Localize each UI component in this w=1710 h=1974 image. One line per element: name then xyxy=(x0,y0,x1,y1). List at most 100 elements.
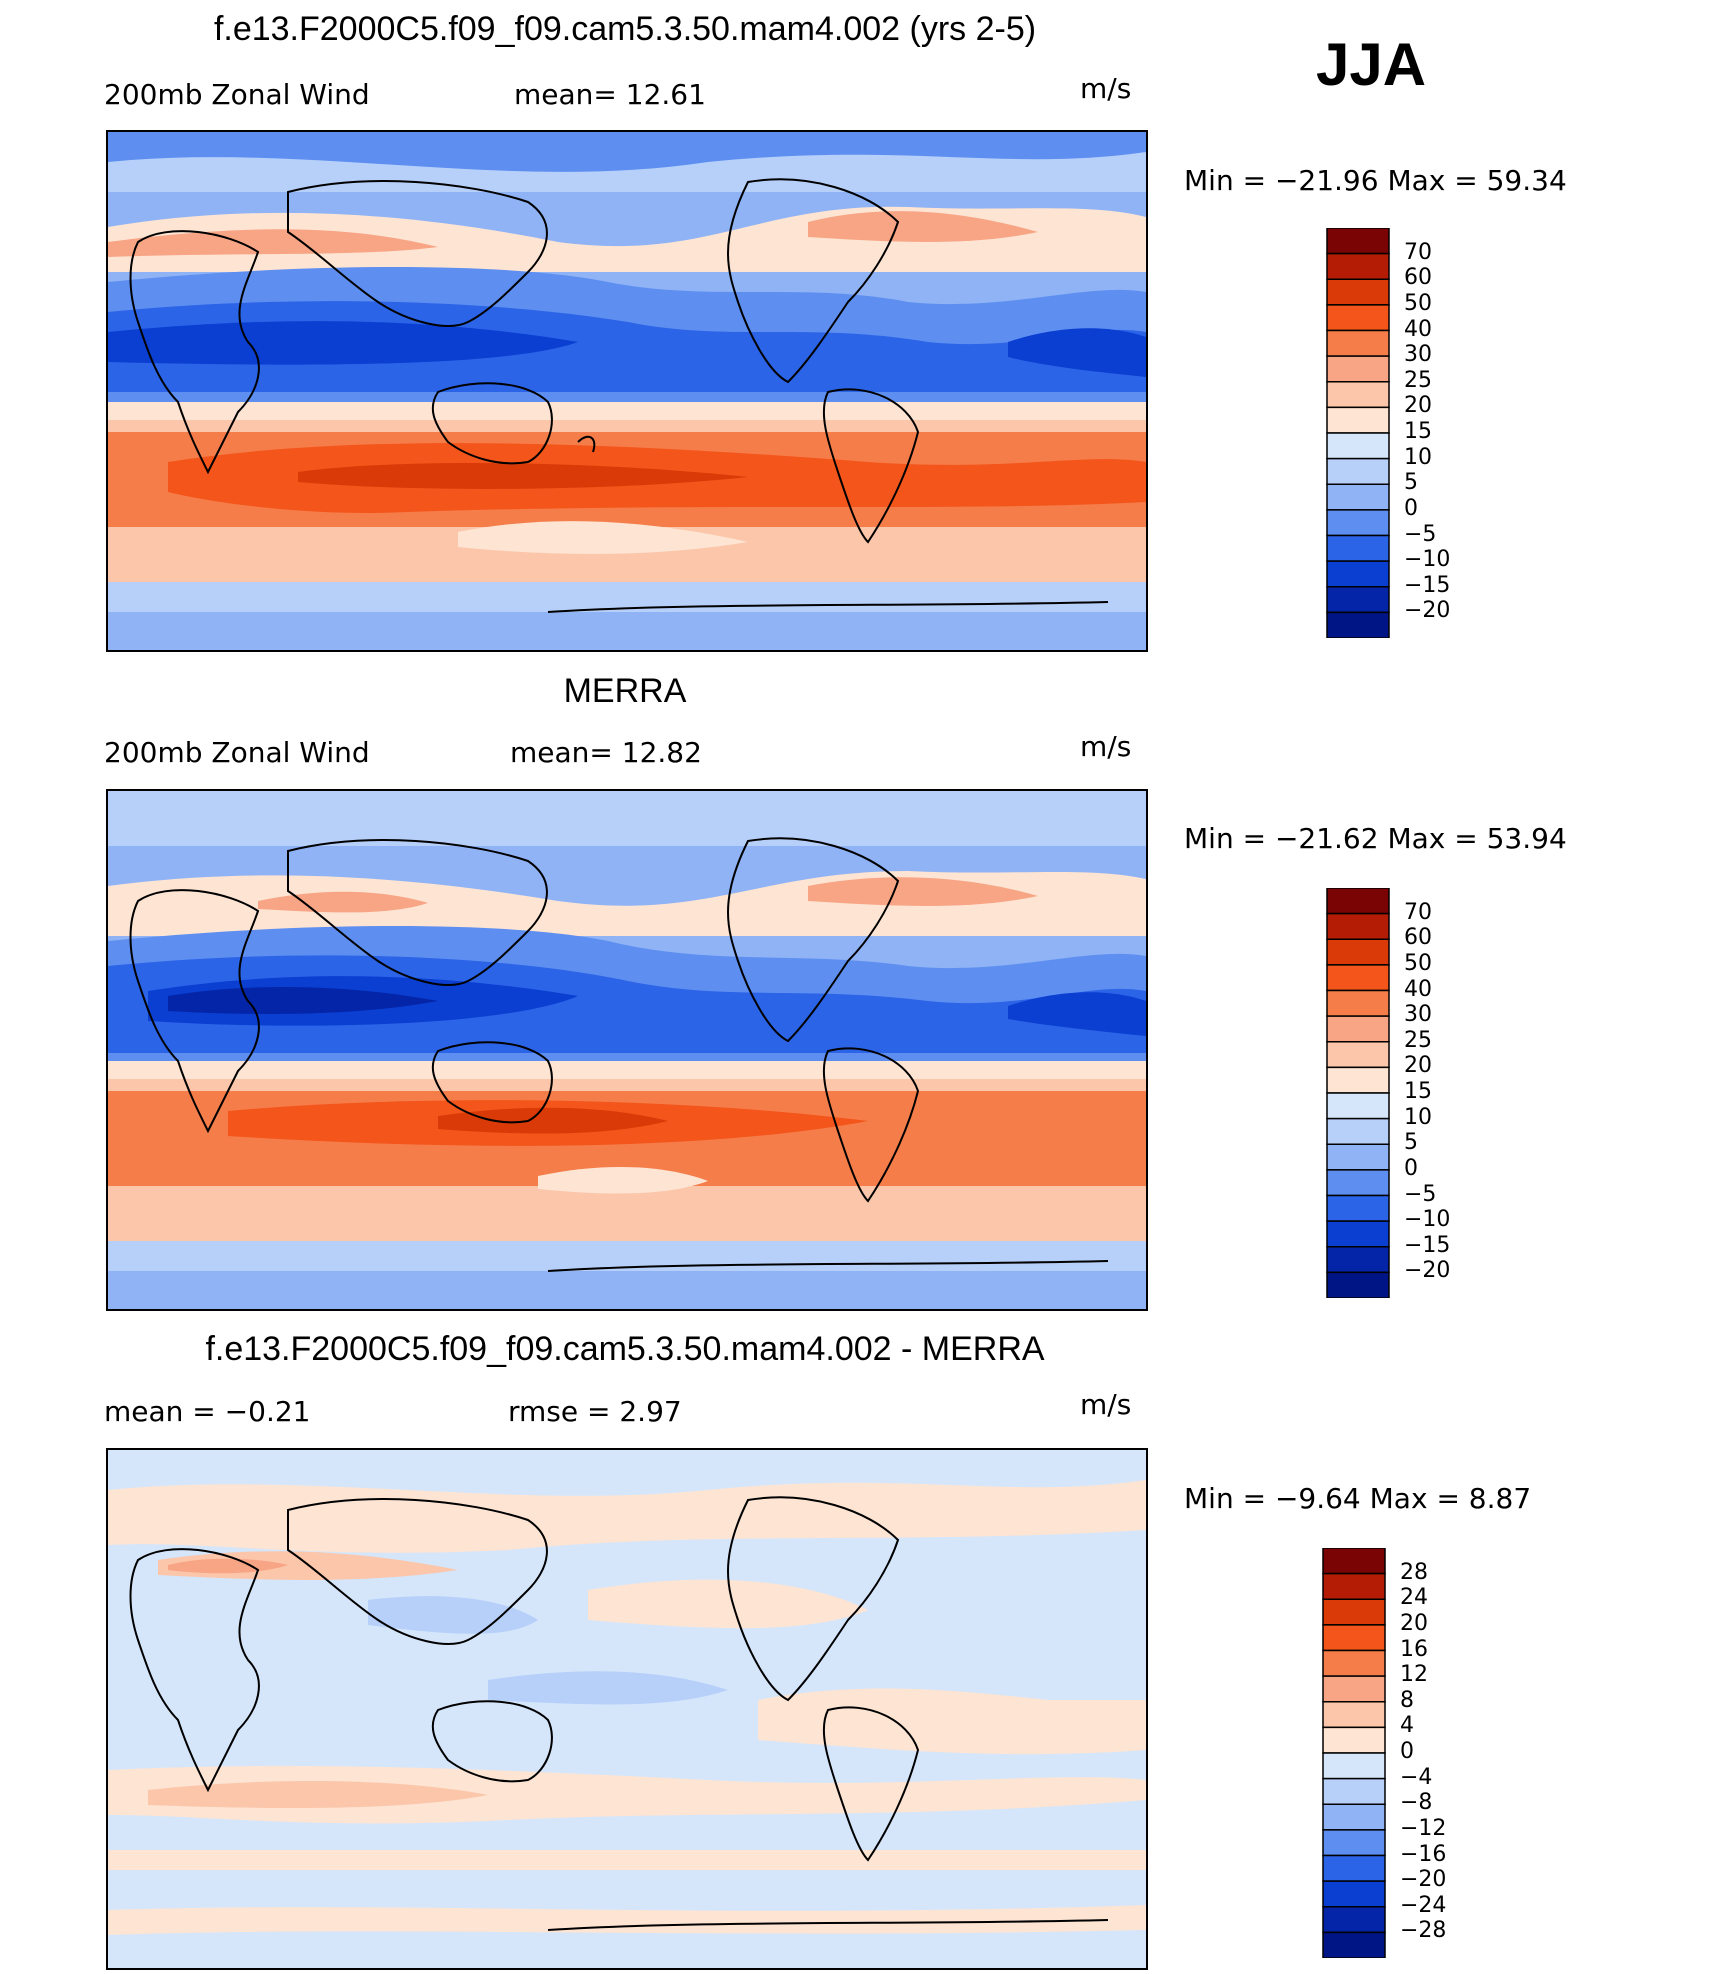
colorbar-tick-label: 40 xyxy=(1404,976,1432,1002)
panel-3-map xyxy=(106,1448,1148,1970)
panel-1-map xyxy=(106,130,1148,652)
colorbar-tick-label: −15 xyxy=(1404,572,1451,598)
colorbar-swatch xyxy=(1326,611,1390,639)
colorbar-tick-label: −20 xyxy=(1400,1867,1447,1893)
colorbar-tick-label: 20 xyxy=(1404,393,1432,419)
colorbar-swatch xyxy=(1326,1271,1390,1299)
colorbar-swatch xyxy=(1326,509,1390,537)
colorbar-swatch xyxy=(1326,355,1390,383)
colorbar-tick-label: 24 xyxy=(1400,1585,1428,1611)
colorbar-swatch xyxy=(1322,1854,1386,1882)
colorbar-tick-label: 15 xyxy=(1404,1079,1432,1104)
panel-2-mean-label: mean= 12.82 xyxy=(510,736,702,769)
colorbar-tick-label: 50 xyxy=(1404,950,1432,976)
colorbar-swatch xyxy=(1322,1624,1386,1652)
colorbar-swatch xyxy=(1326,1220,1390,1248)
colorbar-tick-label: 10 xyxy=(1404,444,1432,470)
panel-3-minmax: Min = −9.64 Max = 8.87 xyxy=(1184,1482,1532,1515)
colorbar-tick-label: −24 xyxy=(1400,1892,1447,1918)
colorbar-swatch xyxy=(1326,304,1390,332)
colorbar-tick-label: −15 xyxy=(1404,1232,1451,1258)
colorbar-swatch xyxy=(1322,1726,1386,1754)
colorbar-tick-label: −28 xyxy=(1400,1918,1447,1944)
colorbar-tick-label: 12 xyxy=(1400,1662,1428,1688)
colorbar-swatch xyxy=(1326,586,1390,614)
panel-2-colorbar-swatches xyxy=(1326,887,1390,1299)
colorbar-swatch xyxy=(1326,534,1390,562)
panel-1-mean-label: mean= 12.61 xyxy=(514,78,706,111)
colorbar-swatch xyxy=(1322,1752,1386,1780)
colorbar-swatch xyxy=(1322,1572,1386,1600)
colorbar-tick-label: 10 xyxy=(1404,1104,1432,1130)
colorbar-tick-label: −20 xyxy=(1404,1258,1451,1284)
colorbar-tick-label: 0 xyxy=(1400,1739,1414,1764)
colorbar-swatch xyxy=(1326,1169,1390,1197)
panel-1-minmax: Min = −21.96 Max = 59.34 xyxy=(1184,164,1567,197)
colorbar-swatch xyxy=(1326,938,1390,966)
colorbar-tick-label: 8 xyxy=(1400,1687,1414,1713)
colorbar-swatch xyxy=(1326,1015,1390,1043)
colorbar-swatch xyxy=(1322,1675,1386,1703)
colorbar-tick-label: 16 xyxy=(1400,1636,1428,1662)
colorbar-tick-label: 70 xyxy=(1404,899,1432,925)
colorbar-swatch xyxy=(1322,1931,1386,1959)
panel-1-left-label: 200mb Zonal Wind xyxy=(104,78,370,111)
colorbar-swatch xyxy=(1326,381,1390,409)
panel-2-minmax: Min = −21.62 Max = 53.94 xyxy=(1184,822,1567,855)
panel-3-contours xyxy=(108,1450,1146,1968)
colorbar-tick-label: 50 xyxy=(1404,290,1432,316)
colorbar-tick-label: −16 xyxy=(1400,1841,1447,1867)
panel-3-mean-label: mean = −0.21 xyxy=(104,1395,311,1428)
colorbar-tick-label: 0 xyxy=(1404,1155,1418,1181)
colorbar-swatch xyxy=(1326,483,1390,511)
colorbar-swatch xyxy=(1322,1906,1386,1934)
colorbar-swatch xyxy=(1326,1066,1390,1094)
panel-3-colorbar-swatches xyxy=(1322,1547,1386,1959)
panel-1-colorbar xyxy=(1326,227,1390,639)
colorbar-swatch xyxy=(1326,964,1390,992)
colorbar-tick-label: −8 xyxy=(1400,1790,1433,1816)
colorbar-swatch xyxy=(1326,1246,1390,1274)
panel-2-units: m/s xyxy=(1080,730,1132,763)
colorbar-tick-label: 4 xyxy=(1400,1713,1414,1739)
colorbar-tick-label: 15 xyxy=(1404,419,1432,444)
panel-3-colorbar xyxy=(1322,1547,1386,1959)
colorbar-tick-label: −5 xyxy=(1404,521,1437,547)
colorbar-tick-label: 40 xyxy=(1404,316,1432,342)
colorbar-swatch xyxy=(1322,1829,1386,1857)
colorbar-swatch xyxy=(1326,1092,1390,1120)
colorbar-swatch xyxy=(1322,1803,1386,1831)
colorbar-swatch xyxy=(1326,406,1390,434)
panel-2-left-label: 200mb Zonal Wind xyxy=(104,736,370,769)
colorbar-swatch xyxy=(1326,1041,1390,1069)
colorbar-tick-label: −5 xyxy=(1404,1181,1437,1207)
colorbar-swatch xyxy=(1326,989,1390,1017)
panel-1-contours xyxy=(108,132,1146,650)
panel-3-units: m/s xyxy=(1080,1388,1132,1421)
colorbar-tick-label: 30 xyxy=(1404,1002,1432,1028)
panel-2-map xyxy=(106,789,1148,1311)
season-label: JJA xyxy=(1316,31,1427,98)
colorbar-swatch xyxy=(1326,252,1390,280)
colorbar-swatch xyxy=(1326,432,1390,460)
colorbar-swatch xyxy=(1326,457,1390,485)
colorbar-swatch xyxy=(1322,1701,1386,1729)
colorbar-tick-label: 70 xyxy=(1404,239,1432,265)
colorbar-swatch xyxy=(1322,1649,1386,1677)
panel-2-title: MERRA xyxy=(563,672,687,710)
colorbar-tick-label: −12 xyxy=(1400,1815,1447,1841)
colorbar-swatch xyxy=(1326,560,1390,588)
panel-1-units: m/s xyxy=(1080,72,1132,105)
panel-3-title: f.e13.F2000C5.f09_f09.cam5.3.50.mam4.002… xyxy=(205,1330,1045,1368)
colorbar-tick-label: 25 xyxy=(1404,367,1432,393)
colorbar-swatch xyxy=(1322,1547,1386,1575)
colorbar-swatch xyxy=(1326,227,1390,255)
colorbar-swatch xyxy=(1326,329,1390,357)
colorbar-swatch xyxy=(1326,912,1390,940)
colorbar-tick-label: 60 xyxy=(1404,265,1432,291)
colorbar-swatch xyxy=(1326,1117,1390,1145)
colorbar-tick-label: 5 xyxy=(1404,1130,1418,1156)
colorbar-tick-label: −10 xyxy=(1404,547,1451,573)
colorbar-tick-label: −10 xyxy=(1404,1207,1451,1233)
colorbar-swatch xyxy=(1326,1143,1390,1171)
